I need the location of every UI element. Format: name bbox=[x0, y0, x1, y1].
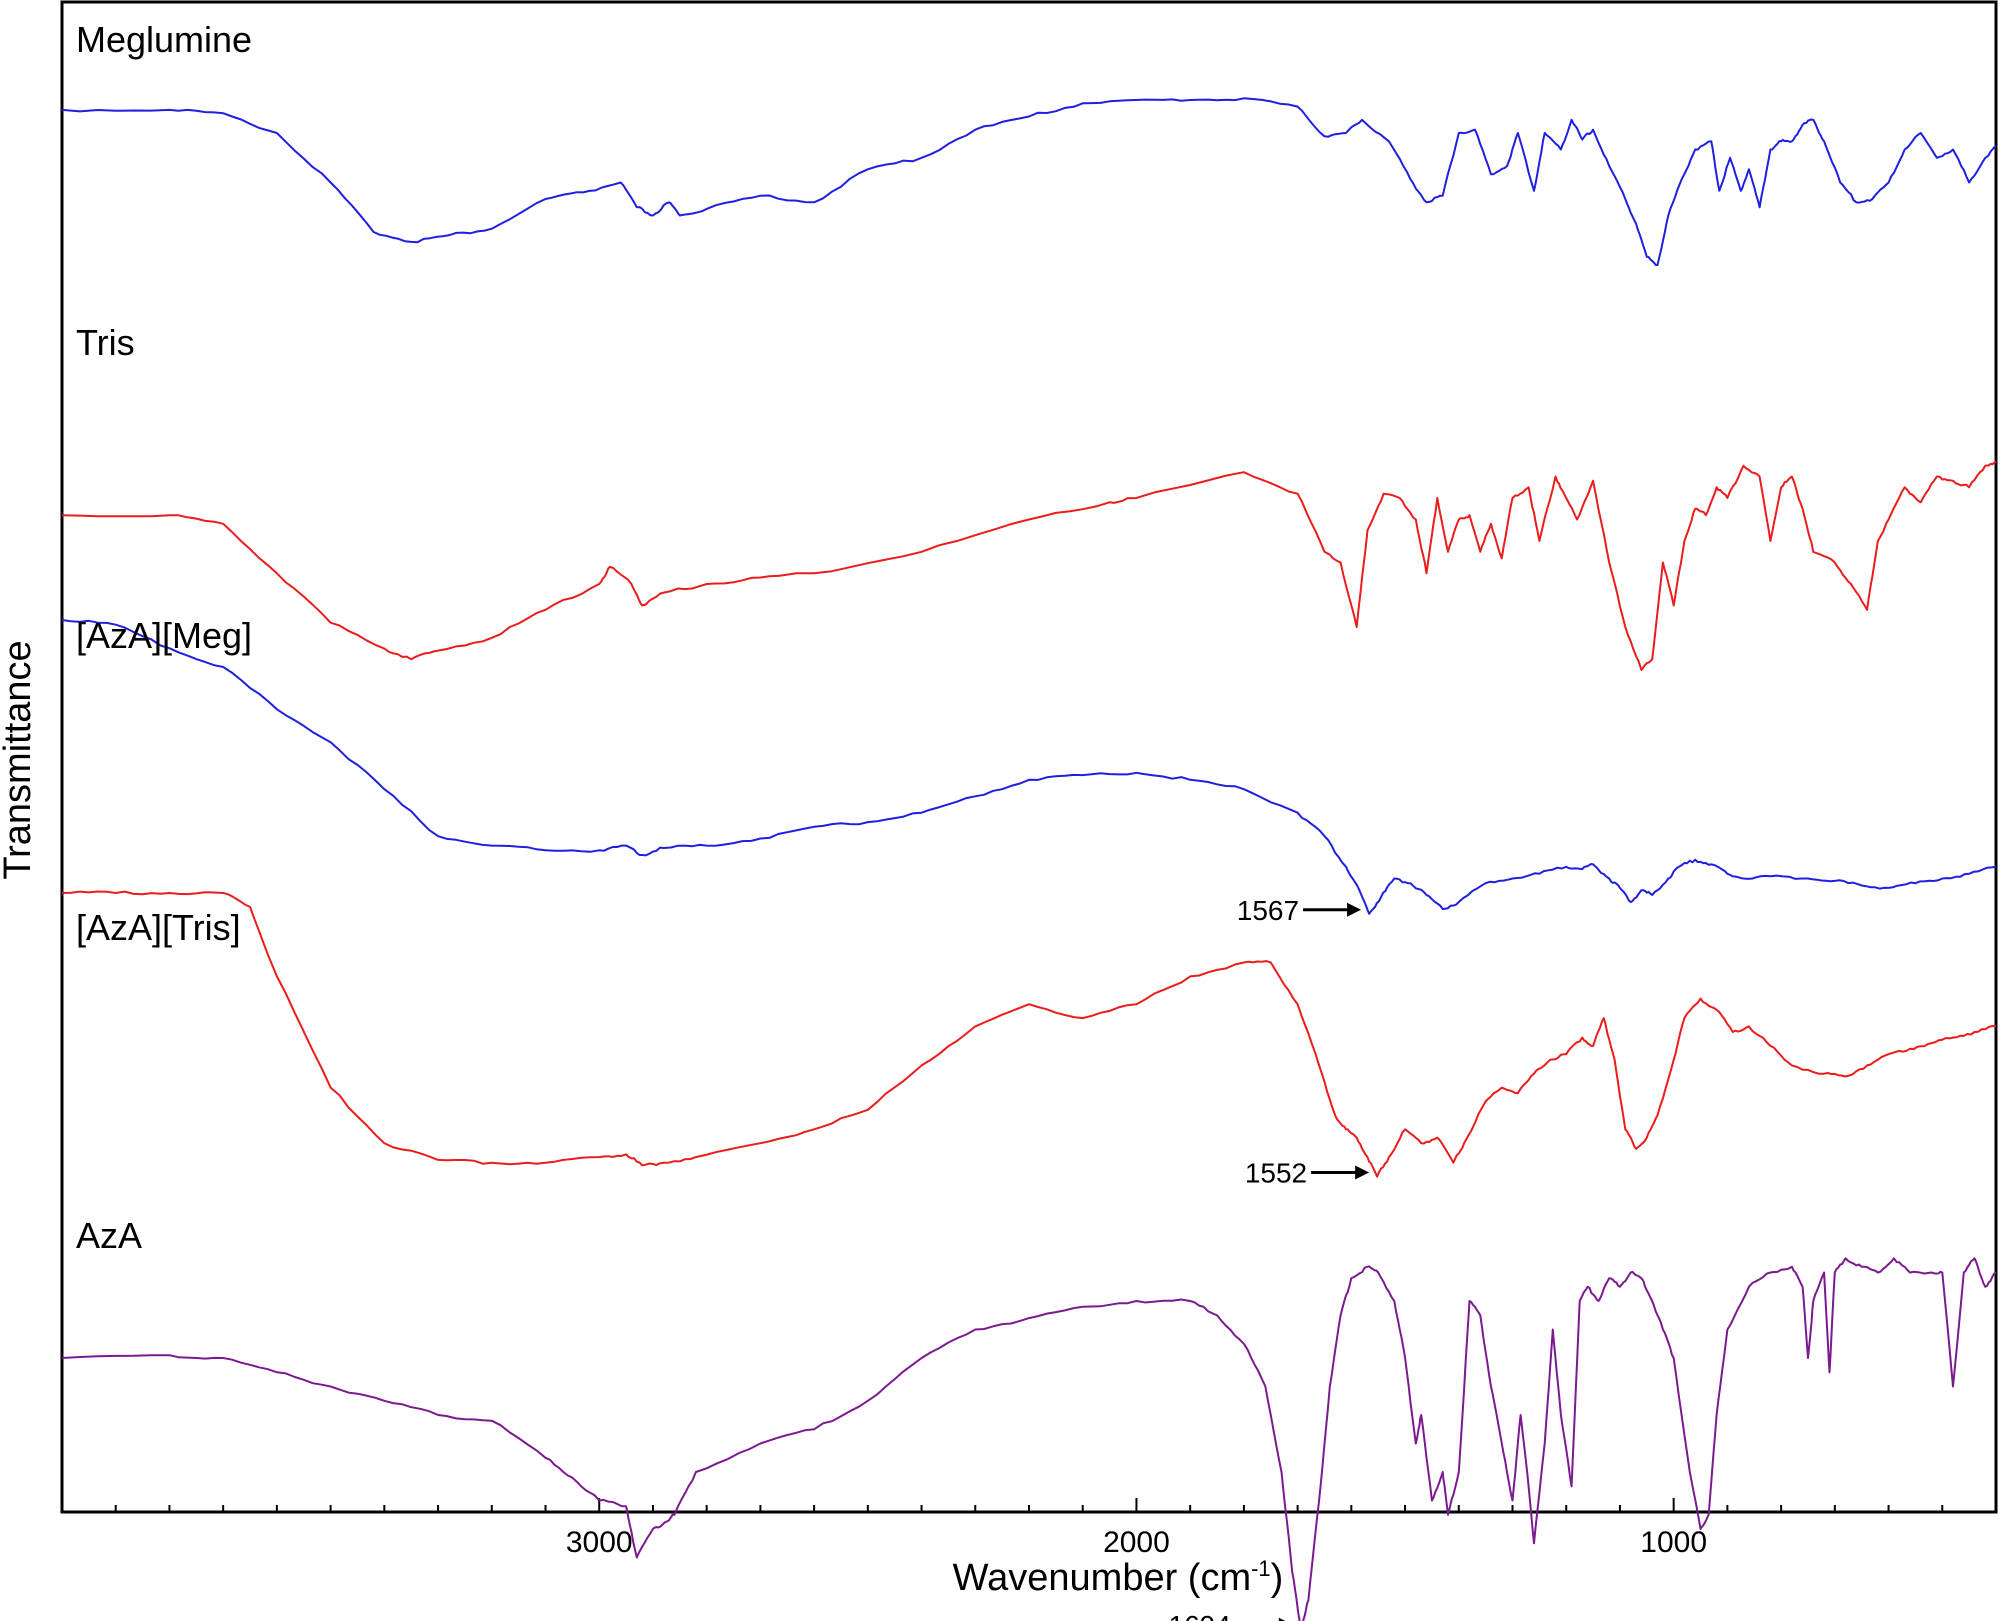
series-line-4 bbox=[61, 1257, 1997, 1621]
annotation-arrow-head bbox=[1347, 902, 1362, 917]
series-labels: Meglumine Tris [AzA][Meg] [AzA][Tris] AzA bbox=[76, 19, 252, 1256]
y-axis-title: Transmittance bbox=[0, 640, 39, 879]
x-axis-ticks bbox=[114, 1498, 1944, 1512]
series-line-0 bbox=[61, 97, 1997, 266]
annotation-label: 1694 bbox=[1169, 1610, 1231, 1621]
series-label: Tris bbox=[76, 322, 135, 363]
annotation-arrow-head bbox=[1355, 1165, 1370, 1180]
x-axis-title: Wavenumber (cm-1) bbox=[953, 1556, 1284, 1599]
series-label: Meglumine bbox=[76, 19, 252, 60]
x-axis-title-main: Wavenumber (cm bbox=[953, 1557, 1251, 1599]
annotation-label: 1552 bbox=[1245, 1158, 1307, 1189]
annotation-arrow-head bbox=[1278, 1617, 1286, 1621]
series-line-3 bbox=[61, 890, 1997, 1178]
series-line-2 bbox=[61, 619, 1997, 915]
series-label: AzA bbox=[76, 1215, 142, 1256]
annotation-label: 1567 bbox=[1237, 895, 1299, 926]
x-axis-title-sup: -1 bbox=[1251, 1556, 1271, 1581]
series-line-1 bbox=[61, 460, 1997, 671]
spectra-series bbox=[61, 97, 1997, 1621]
x-axis-tick-labels: 3000 2000 1000 bbox=[566, 1526, 1707, 1559]
peak-annotations: 1567 1552 1694 bbox=[1169, 895, 1370, 1621]
plot-frame bbox=[60, 0, 1998, 1514]
x-axis-title-close: ) bbox=[1271, 1557, 1284, 1599]
series-label: [AzA][Meg] bbox=[76, 615, 252, 656]
series-label: [AzA][Tris] bbox=[76, 907, 241, 948]
x-tick-label: 1000 bbox=[1640, 1526, 1707, 1559]
x-tick-label: 3000 bbox=[566, 1526, 633, 1559]
x-tick-label: 2000 bbox=[1103, 1526, 1170, 1559]
